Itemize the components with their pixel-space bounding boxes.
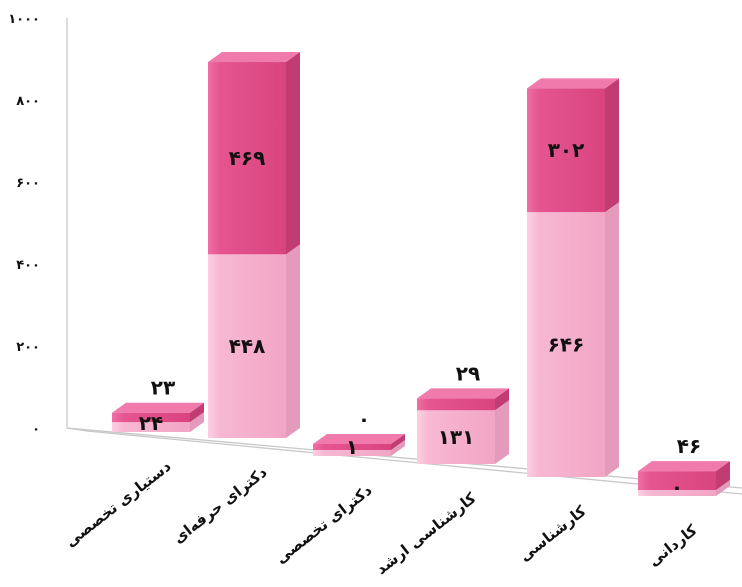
bar-segment-low-front: [112, 422, 190, 432]
bar-segment-high-front: [638, 471, 716, 490]
bar-segment-low-front: [313, 450, 391, 456]
bar-segment-high-front: [313, 444, 391, 450]
bar-segment-high-side: [286, 52, 300, 255]
bar-segment-low-side: [605, 202, 619, 477]
bar-segment-high-top: [112, 402, 204, 413]
bar-segment-low-side: [286, 244, 300, 438]
bar-segment-low: [208, 244, 300, 438]
bar-segment-high: [417, 388, 509, 411]
category-label: دکترای تخصصی: [272, 481, 376, 568]
data-label: ۲۳: [151, 376, 175, 400]
bar-segment-low-front: [208, 254, 286, 438]
bar-segment-high-top: [208, 52, 300, 63]
bar-segment-high-front: [527, 88, 605, 213]
bar-segment-low-side: [391, 440, 405, 456]
bar-segment-low-side: [190, 412, 204, 432]
y-tick-label: ۰: [32, 422, 40, 437]
bar-segment-high-side: [391, 434, 405, 450]
data-label: ۶۴۶: [548, 333, 585, 357]
floor-front-edge: [86, 430, 742, 495]
floor-back-edge: [66, 427, 742, 489]
data-label: ۲۹: [456, 361, 480, 385]
data-label: ۴۶: [677, 434, 701, 458]
bar-segment-high: [638, 461, 730, 490]
bar-segment-high-top: [313, 434, 405, 444]
bar-segment-high-side: [605, 78, 619, 213]
bar-segment-high-front: [112, 412, 190, 423]
data-label: ۰: [358, 407, 370, 431]
bar-segment-low-side: [495, 400, 509, 464]
bar-segment-high: [527, 78, 619, 213]
bar-segment-high-top: [638, 461, 730, 472]
bar-segment-high-front: [208, 62, 286, 255]
data-label: ۱: [346, 435, 358, 459]
y-tick-label: ۶۰۰: [16, 176, 40, 191]
category-label: کاردانی: [645, 521, 701, 570]
bar-segment-high: [112, 402, 204, 423]
category-label: کارشناسی: [516, 502, 590, 565]
y-tick-labels: ۰ ۲۰۰ ۴۰۰ ۶۰۰ ۸۰۰ ۱۰۰۰: [8, 12, 40, 437]
y-tick-label: ۴۰۰: [16, 258, 40, 273]
bar-segment-high-top: [417, 388, 509, 399]
category-label: دکترای حرفه‌ای: [170, 463, 271, 548]
y-tick-label: ۲۰۰: [16, 340, 40, 355]
bar-segment-high-top: [527, 78, 619, 89]
category-label: کارشناسی ارشد: [372, 489, 479, 578]
bar-segment-high: [313, 434, 405, 450]
bar-segment-low-front: [527, 212, 605, 477]
category-label: دستیاری تخصصی: [62, 457, 175, 551]
y-tick-label: ۱۰۰۰: [8, 12, 40, 27]
bar-segment-low-side: [716, 480, 730, 496]
bar-segment-high-side: [495, 388, 509, 411]
bar-segment-high-front: [417, 398, 495, 411]
bars-layer: [112, 52, 730, 496]
bar-segment-low-front: [417, 410, 495, 464]
bar-segment-low: [527, 202, 619, 477]
data-label: ۴۴۸: [229, 334, 266, 358]
data-label: ۱۳۱: [438, 425, 475, 449]
data-label: ۰: [671, 475, 683, 499]
bar-segment-high-side: [190, 402, 204, 423]
chart-axes: [66, 18, 742, 495]
bar-segment-high: [208, 52, 300, 255]
bar-segment-high-side: [716, 461, 730, 490]
data-label: ۲۴: [139, 411, 163, 435]
data-label: ۳۰۲: [548, 138, 585, 162]
y-tick-label: ۸۰۰: [16, 94, 40, 109]
floor-left-edge: [66, 427, 88, 432]
data-label: ۴۶۹: [229, 146, 266, 170]
bar-segment-low-front: [638, 490, 716, 496]
